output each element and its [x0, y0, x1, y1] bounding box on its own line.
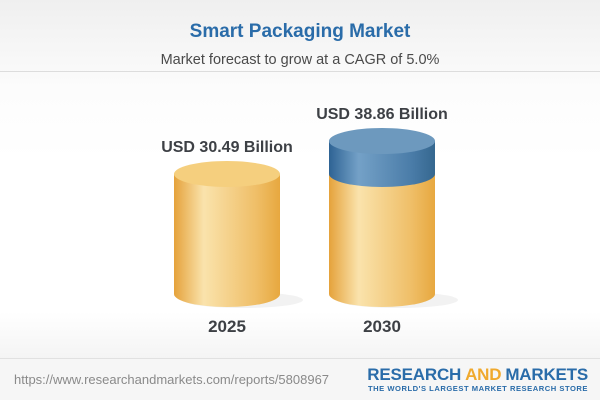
cylinder-top-2030: [329, 128, 435, 155]
logo-tagline: THE WORLD'S LARGEST MARKET RESEARCH STOR…: [367, 384, 588, 394]
research-and-markets-logo: RESEARCH AND MARKETS THE WORLD'S LARGEST M…: [367, 364, 588, 394]
report-url: https://www.researchandmarkets.com/repor…: [14, 372, 330, 387]
value-label-2030: USD 38.86 Billion: [316, 106, 448, 123]
market-chart: USD 30.49 Billion 2025 USD 38.86 Billion 20…: [161, 106, 458, 336]
cylinder-top-2025: [174, 161, 280, 187]
logo-wordmark: RESEARCH AND MARKETS: [367, 364, 588, 384]
logo-word-research: RESEARCH: [367, 364, 462, 384]
cylinder-body-2025: [174, 174, 280, 307]
cylinder-growth-segment-2030: [329, 141, 435, 187]
chart-header: Smart Packaging Market Market forecast t…: [0, 0, 600, 72]
logo-word-and: AND: [465, 364, 502, 384]
page-title: Smart Packaging Market: [189, 21, 411, 42]
cylinder-base-segment-2030: [329, 174, 435, 307]
page-subtitle: Market forecast to grow at a CAGR of 5.0…: [160, 52, 440, 68]
value-label-2025: USD 30.49 Billion: [161, 139, 293, 156]
footer-bar: https://www.researchandmarkets.com/repor…: [0, 358, 600, 400]
category-label-2030: 2030: [363, 317, 401, 336]
logo-word-markets: MARKETS: [505, 364, 588, 384]
category-label-2025: 2025: [208, 317, 246, 336]
cylinder-bars: USD 30.49 Billion 2025 USD 38.86 Billion 20…: [161, 106, 458, 336]
